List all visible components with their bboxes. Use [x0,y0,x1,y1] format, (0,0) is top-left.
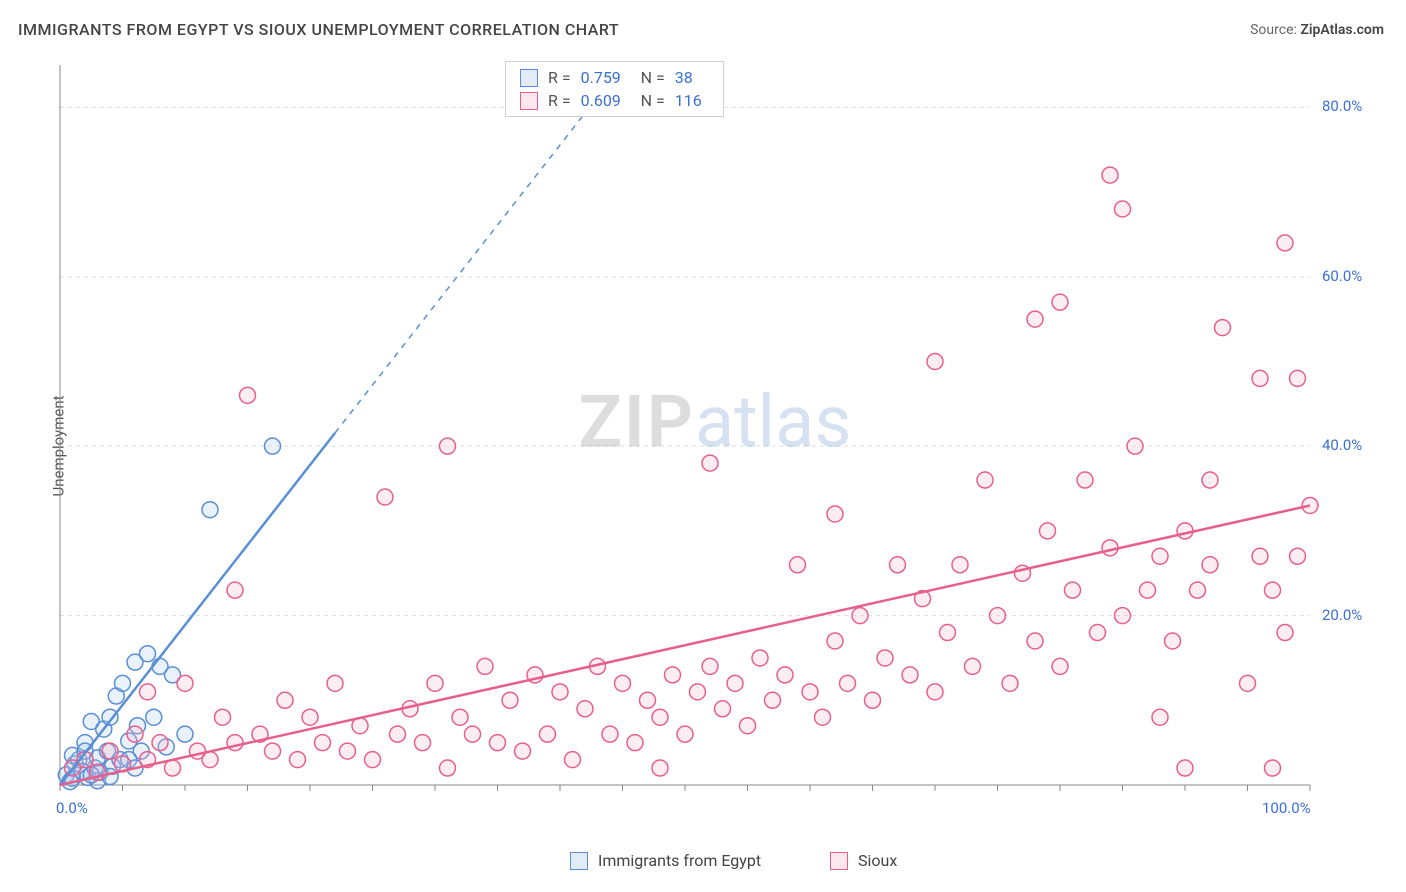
legend-label-egypt: Immigrants from Egypt [598,851,761,870]
stats-r-label: R = [548,68,571,87]
source-prefix: Source: [1250,22,1300,38]
stats-row-egypt: R = 0.759 N = 38 [506,66,723,89]
correlation-stats-box: R = 0.759 N = 38 R = 0.609 N = 116 [505,61,724,117]
stats-n-value-sioux: 116 [675,91,709,110]
plot-area: ZIPatlas R = 0.759 N = 38 R = 0.609 N = … [50,55,1380,835]
stats-n-value-egypt: 38 [675,68,709,87]
chart-title: IMMIGRANTS FROM EGYPT VS SIOUX UNEMPLOYM… [18,20,619,39]
swatch-sioux [830,852,848,870]
stats-r-value-sioux: 0.609 [581,91,631,110]
source-name: ZipAtlas.com [1300,22,1384,38]
stats-row-sioux: R = 0.609 N = 116 [506,89,723,112]
legend-label-sioux: Sioux [858,851,897,870]
stats-n-label: N = [641,91,665,110]
swatch-egypt [520,69,538,87]
y-tick-label: 20.0% [1322,606,1362,624]
stats-r-value-egypt: 0.759 [581,68,631,87]
y-tick-label: 60.0% [1322,267,1362,285]
swatch-egypt [570,852,588,870]
legend-item-sioux: Sioux [830,851,897,870]
stats-n-label: N = [641,68,665,87]
scatter-chart [50,55,1380,835]
x-tick-label: 0.0% [56,799,88,817]
source-attribution: Source: ZipAtlas.com [1250,22,1384,38]
legend-item-egypt: Immigrants from Egypt [570,851,761,870]
x-tick-label: 100.0% [1262,799,1311,817]
stats-r-label: R = [548,91,571,110]
y-tick-label: 80.0% [1322,97,1362,115]
y-tick-label: 40.0% [1322,436,1362,454]
swatch-sioux [520,92,538,110]
